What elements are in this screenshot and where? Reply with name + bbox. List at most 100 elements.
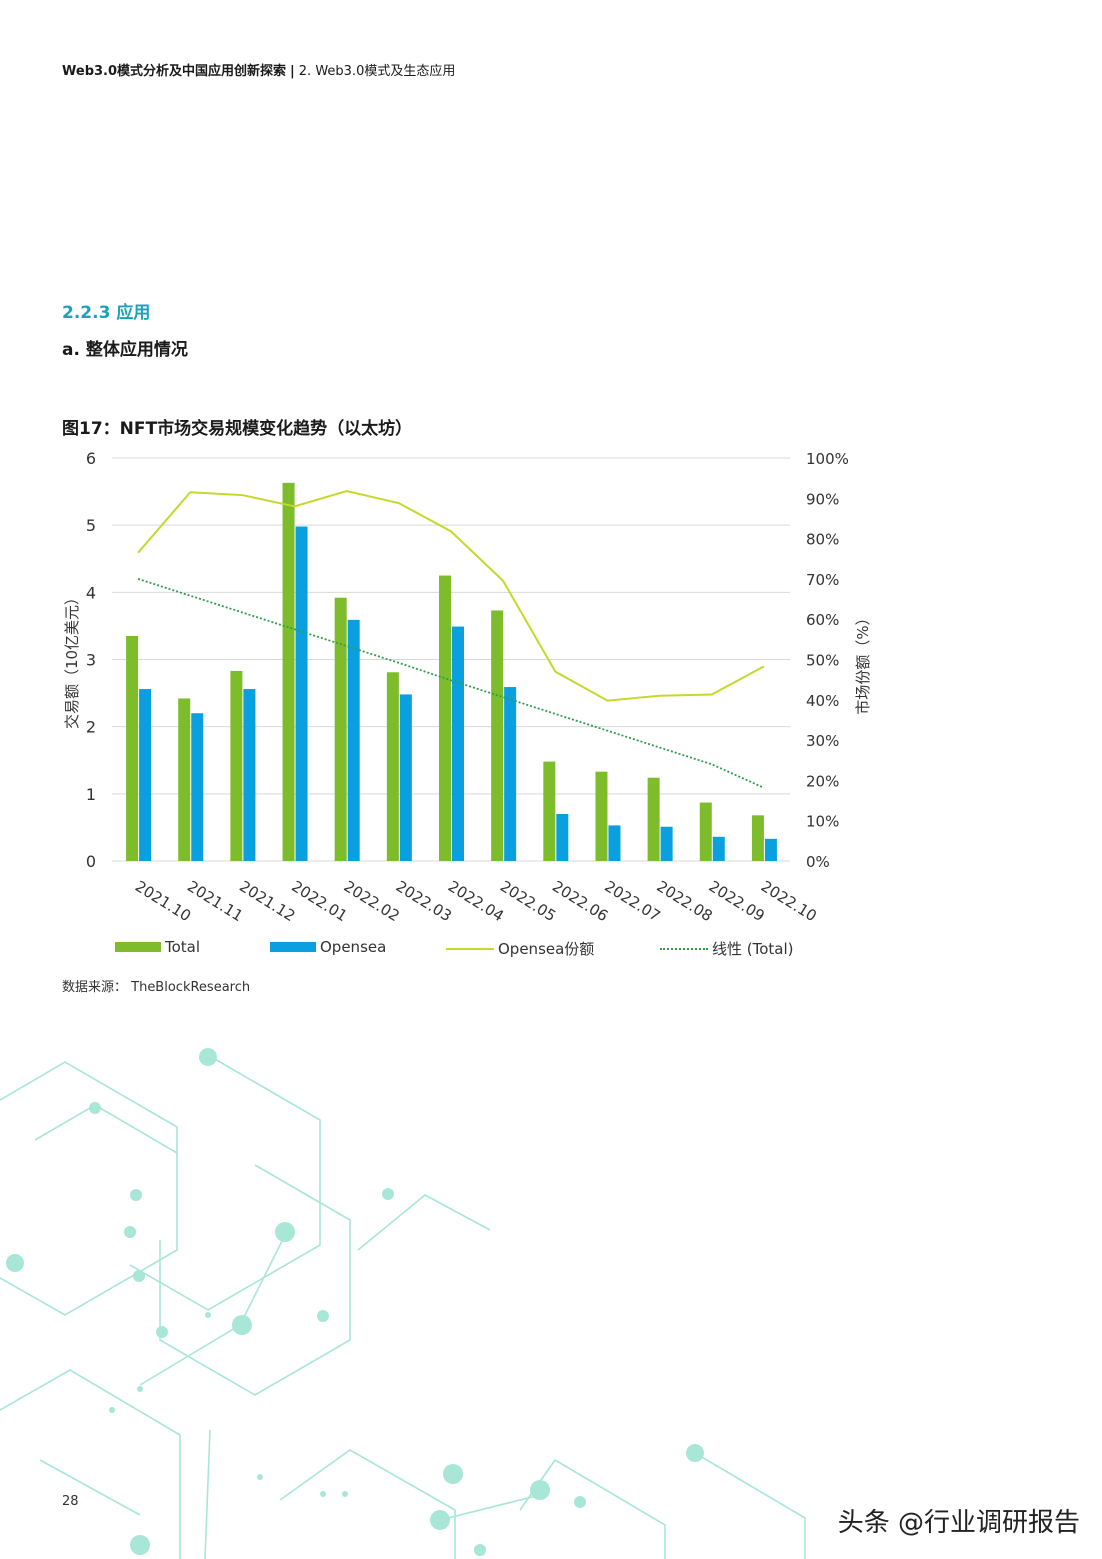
bar-total (595, 771, 608, 861)
legend-total-swatch (115, 942, 161, 952)
decor-dot (6, 1254, 24, 1272)
legend-opensea-swatch (270, 942, 316, 952)
decor-dot (530, 1480, 550, 1500)
decor-dot (232, 1315, 252, 1335)
bar-opensea (399, 694, 412, 861)
y2-tick-label: 100% (806, 450, 849, 468)
x-tick-label: 2022.10 (758, 877, 820, 925)
x-tick-label: 2021.10 (132, 877, 194, 925)
decorative-hexagon-pattern (0, 1048, 806, 1559)
y2-tick-label: 20% (806, 772, 839, 790)
bar-opensea (347, 619, 360, 861)
legend-opensea-label: Opensea (320, 938, 387, 956)
document-title: Web3.0模式分析及中国应用创新探索 (62, 64, 287, 79)
x-tick-label: 2022.03 (393, 877, 455, 925)
decor-hex-1 (0, 1061, 178, 1316)
bar-opensea (712, 836, 725, 861)
legend-share: Opensea份额 (446, 938, 594, 959)
decor-line-2 (357, 1194, 491, 1251)
bar-opensea (139, 689, 152, 861)
y-tick-label: 1 (86, 785, 96, 804)
legend-opensea: Opensea (270, 938, 386, 956)
x-tick-label: 2022.08 (653, 877, 715, 925)
decor-line-5 (694, 1452, 806, 1559)
bar-total (126, 635, 139, 861)
section-heading: 2.2.3 应用 (62, 303, 151, 323)
legend-total: Total (115, 938, 200, 956)
y-tick-label: 4 (86, 583, 96, 602)
y2-tick-label: 0% (806, 853, 830, 871)
y-tick-label: 5 (86, 516, 96, 535)
y2-tick-label: 70% (806, 571, 839, 589)
bar-total (282, 482, 295, 861)
bar-opensea (660, 826, 673, 861)
decor-hex-6 (519, 1458, 666, 1559)
bar-opensea (556, 813, 569, 861)
decor-dot (342, 1491, 348, 1497)
decor-dot (474, 1544, 486, 1556)
bar-total (491, 610, 504, 861)
y2-tick-label: 90% (806, 490, 839, 508)
y2-tick-label: 50% (806, 652, 839, 670)
y2-tick-label: 10% (806, 813, 839, 831)
decor-dot (574, 1496, 586, 1508)
line-opensea-share (137, 490, 765, 702)
bar-opensea (452, 626, 464, 861)
x-tick-label: 2021.11 (184, 877, 246, 925)
decor-dot (317, 1310, 329, 1322)
legend-trend-label: 线性 (Total) (712, 940, 794, 958)
bar-opensea (764, 838, 777, 861)
bar-opensea (191, 713, 204, 861)
bar-total (178, 698, 191, 861)
legend-trend-swatch (660, 947, 708, 950)
bar-opensea (295, 526, 308, 861)
x-tick-label: 2022.06 (549, 877, 611, 925)
bar-total (230, 670, 243, 861)
decor-dot (443, 1464, 463, 1484)
legend-share-swatch (446, 947, 494, 950)
bar-total (439, 575, 451, 861)
decor-dot (320, 1491, 326, 1497)
decor-dot (89, 1102, 101, 1114)
y2-tick-label: 60% (806, 611, 839, 629)
decor-line-1 (34, 1104, 178, 1154)
bar-opensea (504, 687, 517, 861)
page-number: 28 (62, 1494, 79, 1509)
x-tick-label: 2022.01 (288, 877, 350, 925)
decor-dot (686, 1444, 704, 1462)
x-tick-label: 2021.12 (236, 877, 298, 925)
y-axis-label: 交易额（10亿美元） (63, 590, 81, 729)
decor-dot (430, 1510, 450, 1530)
legend-trend: 线性 (Total) (660, 938, 794, 959)
chart-legend: Total Opensea Opensea份额 线性 (Total) (0, 938, 1102, 962)
decor-dot (257, 1474, 263, 1480)
data-source: 数据来源： TheBlockResearch (62, 980, 251, 995)
decor-hex-4 (0, 1369, 181, 1559)
decor-hex-3 (159, 1164, 351, 1396)
bar-total (386, 672, 399, 861)
y-tick-label: 2 (86, 718, 96, 737)
bar-total (751, 815, 764, 861)
decor-dot (205, 1312, 211, 1318)
decor-hex-5 (279, 1449, 456, 1559)
decor-line-7 (439, 1494, 541, 1521)
decor-dot (130, 1535, 150, 1555)
y-tick-label: 3 (86, 651, 96, 670)
decor-dot (382, 1188, 394, 1200)
chapter-title: 2. Web3.0模式及生态应用 (298, 64, 456, 79)
x-tick-label: 2022.09 (706, 877, 768, 925)
decor-line-4 (204, 1429, 211, 1559)
watermark-text: 头条 @行业调研报告 (837, 1508, 1080, 1538)
y2-tick-label: 80% (806, 531, 839, 549)
bar-opensea (243, 689, 256, 861)
legend-share-label: Opensea份额 (498, 940, 595, 958)
decor-line-6 (139, 1234, 286, 1386)
y2-tick-label: 30% (806, 732, 839, 750)
nft-chart: 01234560%10%20%30%40%50%60%70%80%90%100%… (63, 449, 872, 925)
y2-tick-label: 40% (806, 692, 839, 710)
x-tick-label: 2022.05 (497, 877, 559, 925)
x-tick-label: 2022.04 (445, 877, 507, 925)
decor-dot (137, 1386, 143, 1392)
x-tick-label: 2022.02 (341, 877, 403, 925)
bar-total (699, 802, 712, 861)
